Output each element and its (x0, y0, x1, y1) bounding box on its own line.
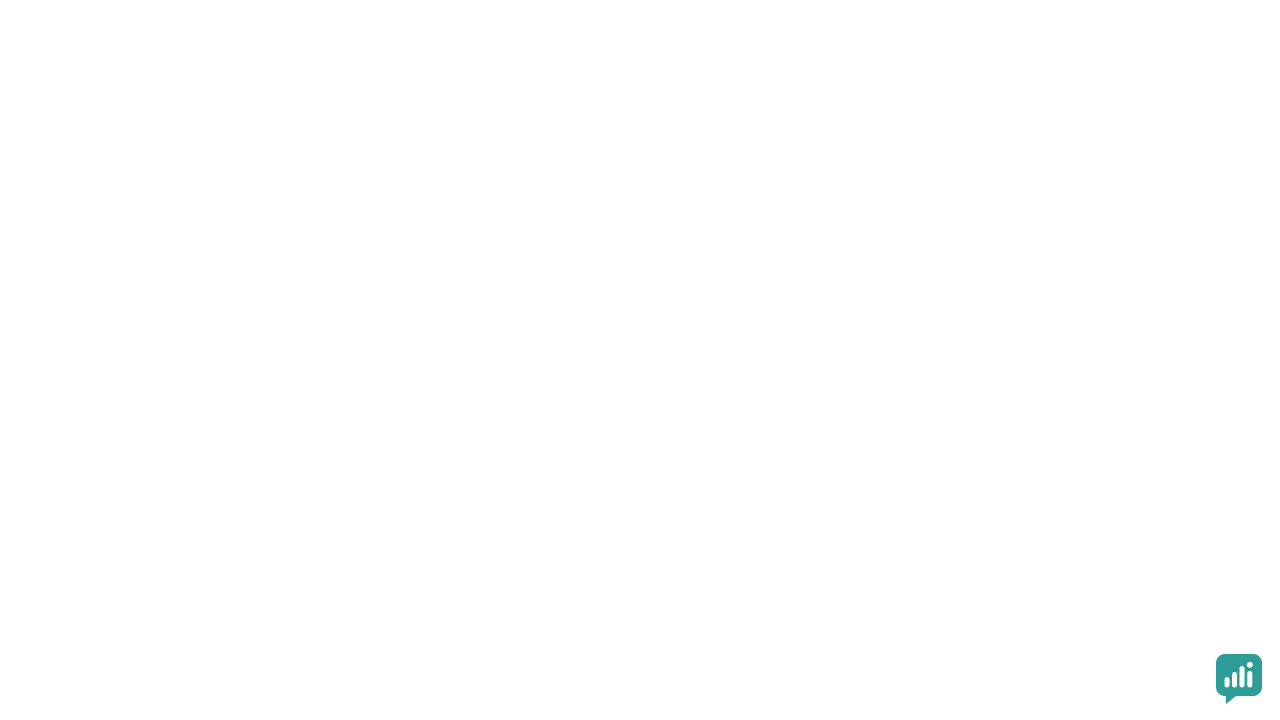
newsworthy-logo (1216, 654, 1272, 704)
newsworthy-logo-icon (1216, 654, 1262, 704)
